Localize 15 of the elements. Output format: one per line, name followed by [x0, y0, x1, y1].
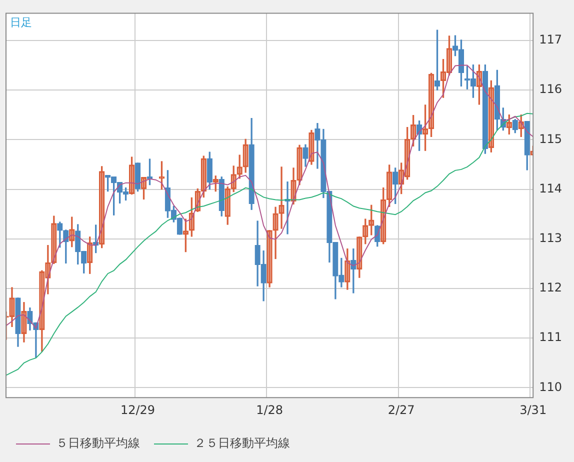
legend-label: ２５日移動平均線	[194, 436, 290, 450]
y-tick-label: 113	[539, 231, 562, 246]
y-tick-label: 115	[539, 132, 562, 146]
x-tick-label: 3/31	[520, 402, 547, 417]
y-tick-label: 110	[539, 380, 562, 394]
x-tick-label: 1/28	[256, 402, 284, 417]
legend-label: ５日移動平均線	[56, 436, 140, 450]
y-tick-label: 112	[539, 280, 562, 295]
y-tick-label: 117	[539, 32, 562, 47]
y-tick-label: 111	[539, 330, 562, 344]
y-tick-label: 114	[539, 181, 562, 196]
x-tick-label: 12/29	[120, 402, 156, 417]
x-tick-label: 2/27	[388, 402, 415, 417]
chart-title: 日足	[10, 15, 32, 30]
y-tick-label: 116	[539, 82, 562, 96]
